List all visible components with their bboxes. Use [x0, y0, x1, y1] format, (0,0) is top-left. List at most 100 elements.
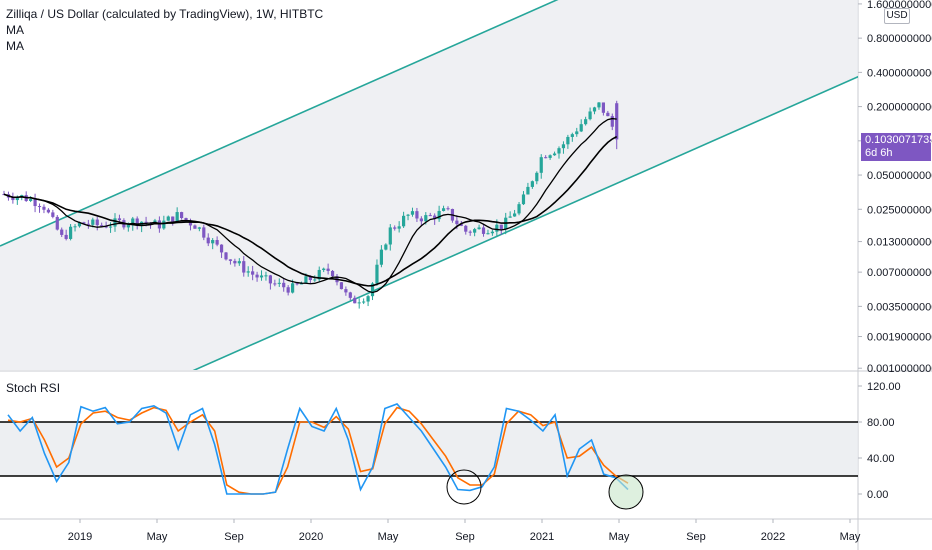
- candle-body: [211, 240, 215, 244]
- candle-body: [215, 240, 219, 245]
- candle-body: [33, 198, 37, 207]
- candle-body: [495, 224, 499, 232]
- currency-button[interactable]: USD: [884, 8, 910, 24]
- candle-body: [326, 268, 330, 271]
- candle-body: [499, 224, 503, 230]
- candle-body: [521, 194, 526, 205]
- price-tick-label: 0.0019000000: [867, 332, 932, 344]
- time-tick-label: May: [147, 531, 168, 543]
- candle-body: [100, 225, 104, 227]
- price-tick-label: 0.0010000000: [867, 363, 932, 375]
- candle-body: [277, 282, 281, 284]
- candle-body: [344, 289, 348, 293]
- candle-body: [486, 233, 490, 235]
- time-tick-label: 2022: [761, 531, 785, 543]
- candle-body: [330, 270, 335, 277]
- time-tick-label: Sep: [455, 531, 475, 543]
- candle-body: [64, 234, 68, 239]
- candle-body: [15, 197, 19, 201]
- candle-body: [588, 111, 592, 120]
- candle-body: [86, 223, 90, 225]
- candle-body: [410, 211, 415, 215]
- candle-body: [131, 218, 135, 225]
- candle-body: [95, 219, 99, 226]
- candle-body: [135, 218, 139, 226]
- channel-fill: [0, 0, 858, 370]
- candle-body: [481, 227, 486, 234]
- time-tick-label: May: [840, 531, 861, 543]
- candle-body: [592, 107, 597, 112]
- price-tick-label: 1.6000000000: [867, 0, 932, 11]
- candle-body: [379, 249, 383, 265]
- candle-body: [339, 282, 344, 290]
- candle-body: [42, 206, 46, 210]
- candle-body: [108, 226, 113, 228]
- candle-body: [446, 208, 450, 210]
- rsi-tick-label: 0.00: [867, 489, 888, 501]
- last-price-value: 0.1030071735: [865, 134, 932, 146]
- candle-body: [317, 269, 321, 280]
- candle-body: [282, 282, 286, 288]
- candle-body: [126, 224, 130, 228]
- stoch-rsi-label[interactable]: Stoch RSI: [6, 381, 61, 395]
- candle-body: [166, 216, 170, 221]
- ma-slow-line: [3, 135, 618, 287]
- candle-body: [51, 212, 55, 217]
- price-tick-label: 0.0130000000: [867, 237, 932, 249]
- candle-body: [162, 220, 166, 229]
- candle-body: [268, 275, 272, 284]
- candle-body: [370, 283, 375, 297]
- candle-body: [584, 119, 588, 125]
- candle-body: [291, 283, 295, 293]
- candle-body: [91, 219, 95, 225]
- candle-body: [144, 221, 148, 223]
- rsi-annotation-circle: [446, 469, 482, 505]
- candle-body: [548, 155, 552, 158]
- channel-middle-line: [0, 0, 559, 247]
- candle-body: [259, 275, 264, 278]
- price-tick-label: 0.0250000000: [867, 204, 932, 216]
- ma-indicator-label[interactable]: MA: [6, 39, 24, 53]
- candle-body: [402, 215, 406, 227]
- price-tick-label: 0.0070000000: [867, 267, 932, 279]
- candle-body: [77, 222, 82, 227]
- candle-body: [117, 218, 122, 221]
- candle-body: [180, 212, 184, 219]
- candle-body: [264, 275, 268, 277]
- time-tick-label: 2021: [530, 531, 554, 543]
- candle-body: [601, 102, 605, 113]
- candle-body: [597, 102, 601, 108]
- candle-body: [455, 220, 459, 225]
- time-tick-label: May: [609, 531, 630, 543]
- candle-body: [228, 259, 233, 261]
- last-price-badge: 0.1030071735 6d 6h: [861, 133, 932, 161]
- candle-body: [561, 144, 566, 149]
- rsi-tick-label: 40.00: [867, 453, 895, 465]
- candle-body: [388, 227, 392, 245]
- price-tick-label: 0.8000000000: [867, 33, 932, 45]
- candle-body: [69, 226, 73, 239]
- candle-body: [375, 264, 379, 284]
- time-tick-label: 2019: [68, 531, 92, 543]
- channel-lower-line: [192, 75, 858, 370]
- candle-body: [175, 212, 179, 223]
- bar-countdown: 6d 6h: [865, 147, 893, 159]
- candle-body: [73, 226, 77, 228]
- time-tick-label: Sep: [686, 531, 706, 543]
- candle-body: [251, 271, 255, 275]
- ma-indicator-label[interactable]: MA: [6, 23, 24, 37]
- rsi-annotation-circle: [608, 474, 644, 510]
- chart-title: Zilliqa / US Dollar (calculated by Tradi…: [6, 7, 324, 21]
- candle-body: [464, 225, 468, 232]
- rsi-band-fill: [0, 422, 858, 476]
- candle-body: [535, 172, 539, 182]
- candle-body: [322, 268, 326, 270]
- rsi-tick-label: 120.00: [867, 381, 901, 393]
- candle-body: [397, 226, 401, 229]
- candle-body: [255, 274, 259, 278]
- candle-body: [579, 124, 583, 132]
- candle-body: [508, 216, 512, 218]
- candle-body: [188, 220, 193, 226]
- candle-body: [348, 292, 352, 298]
